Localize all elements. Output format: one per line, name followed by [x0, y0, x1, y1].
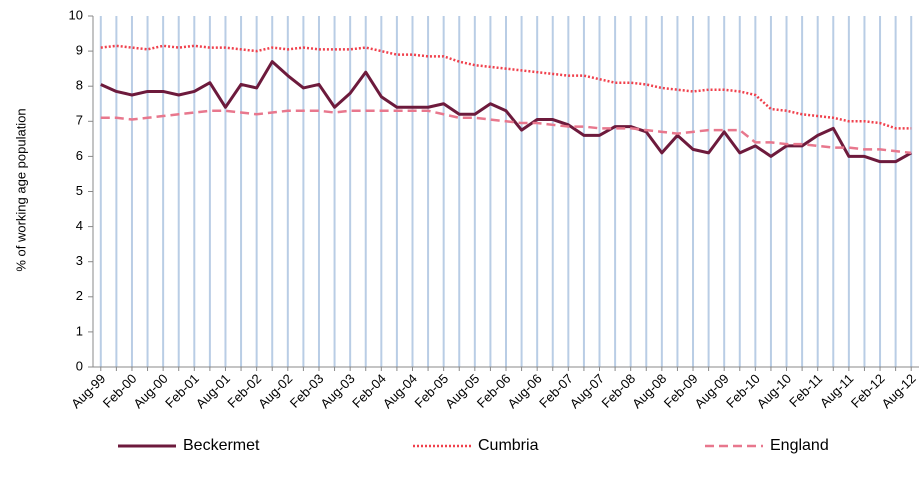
y-tick-label: 6: [76, 148, 83, 163]
y-tick-label: 4: [76, 218, 83, 233]
x-tick-label: Aug-11: [817, 371, 857, 411]
x-tick-label: Aug-04: [380, 371, 420, 411]
legend-label: Beckermet: [183, 437, 260, 454]
x-tick-label: Aug-08: [629, 371, 669, 411]
x-tick-label: Aug-05: [442, 371, 482, 411]
x-tick-label: Aug-01: [193, 371, 233, 411]
x-tick-label: Aug-03: [317, 371, 357, 411]
y-tick-label: 9: [76, 43, 83, 58]
y-tick-label: 2: [76, 288, 83, 303]
y-tick-label: 8: [76, 78, 83, 93]
series-line: [100, 60, 912, 164]
series-line: [100, 44, 912, 130]
x-tick-label: Aug-02: [255, 371, 295, 411]
x-tick-label: Aug-12: [879, 371, 919, 411]
y-tick-label: 3: [76, 253, 83, 268]
y-axis-title: % of working age population: [13, 108, 28, 271]
x-tick-label: Aug-07: [567, 371, 607, 411]
legend-label: Cumbria: [478, 437, 539, 454]
x-tick-label: Feb-11: [786, 371, 825, 410]
x-tick-label: Aug-06: [504, 371, 544, 411]
x-tick-label: Aug-00: [130, 371, 170, 411]
x-tick-label: Aug-10: [754, 371, 794, 411]
legend-label: England: [770, 437, 829, 454]
y-tick-label: 0: [76, 358, 83, 373]
y-tick-label: 10: [69, 7, 83, 22]
y-tick-label: 5: [76, 183, 83, 198]
x-tick-label: Aug-09: [691, 371, 731, 411]
y-tick-label: 1: [76, 323, 83, 338]
y-tick-label: 7: [76, 113, 83, 128]
series-line: [100, 109, 912, 155]
x-tick-label: Aug-99: [68, 371, 108, 411]
